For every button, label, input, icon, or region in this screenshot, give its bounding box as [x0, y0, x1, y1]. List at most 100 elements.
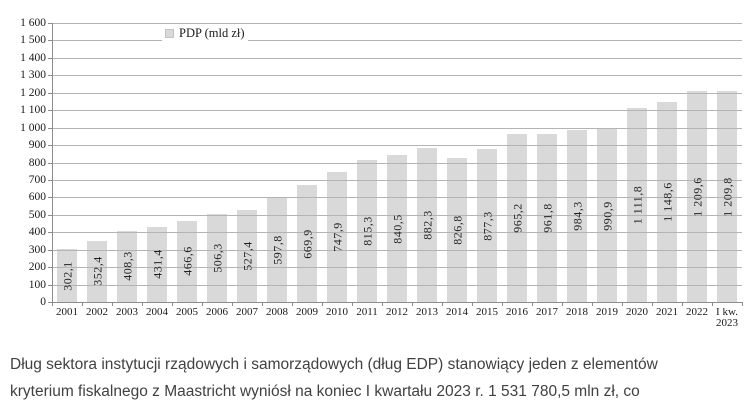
bar-value-label: 840,5: [390, 213, 404, 244]
gridline: [52, 267, 742, 269]
x-axis-tick: [472, 302, 473, 306]
x-axis-tick: [172, 302, 173, 306]
bar: [567, 130, 587, 302]
x-axis-tick: [622, 302, 623, 306]
x-axis-tick: [382, 302, 383, 306]
x-axis-tick: [352, 302, 353, 306]
bar-value-label: 466,6: [180, 246, 194, 277]
y-axis-label: 700: [28, 173, 46, 186]
x-axis-label: 2013: [416, 306, 438, 318]
x-axis-label: 2005: [176, 306, 198, 318]
bar: [447, 157, 467, 302]
y-axis-label: 1 600: [20, 17, 46, 29]
y-axis-tick: [48, 40, 52, 42]
x-axis-tick: [202, 302, 203, 306]
gridline: [52, 75, 742, 77]
y-axis-tick: [48, 75, 52, 77]
bar-value-label: 826,8: [450, 215, 464, 245]
bar: [417, 148, 437, 302]
gridline: [52, 127, 742, 129]
x-axis-tick: [592, 302, 593, 306]
bar-value-label: 1 209,6: [690, 176, 704, 217]
y-axis-tick: [48, 92, 52, 94]
bar: [537, 134, 557, 302]
x-axis-tick: [442, 302, 443, 306]
x-axis-tick: [652, 302, 653, 306]
bar: [507, 133, 527, 302]
bar: [657, 101, 677, 302]
bar-value-label: 990,9: [600, 200, 614, 231]
bar-value-label: 1 209,8: [720, 176, 734, 217]
x-axis: [52, 302, 742, 303]
y-axis-tick: [48, 145, 52, 147]
x-axis-tick: [532, 302, 533, 306]
x-axis-label: I kw. 2023: [716, 306, 738, 329]
gridline: [52, 23, 742, 24]
x-axis-label: 2009: [296, 306, 318, 318]
y-axis-label: 1 300: [20, 69, 46, 82]
bar: [297, 185, 317, 302]
y-axis-tick: [48, 249, 52, 251]
bar-value-label: 1 148,6: [660, 182, 674, 222]
y-axis-tick: [48, 302, 52, 303]
legend-swatch-icon: [165, 29, 174, 38]
x-axis-tick: [742, 302, 743, 306]
y-axis-label: 900: [28, 139, 46, 152]
bar-value-label: 984,3: [570, 201, 584, 231]
gridline: [52, 92, 742, 94]
x-axis-tick: [52, 302, 53, 306]
bar-value-label: 527,4: [240, 241, 254, 271]
x-axis-tick: [262, 302, 263, 306]
x-axis-label: 2022: [686, 306, 708, 318]
x-axis-label: 2006: [206, 306, 228, 318]
bar-value-label: 352,4: [90, 256, 104, 287]
bar-value-label: 408,3: [120, 251, 134, 282]
y-axis-tick: [48, 57, 52, 59]
gridline: [52, 145, 742, 147]
x-axis-tick: [562, 302, 563, 306]
x-axis-label: 2001: [56, 306, 78, 318]
x-axis-label: 2002: [86, 306, 108, 318]
y-axis-tick: [48, 267, 52, 269]
y-axis-label: 300: [28, 243, 46, 256]
y-axis-label: 500: [28, 208, 46, 221]
caption-line-1: Dług sektora instytucji rządowych i samo…: [10, 356, 658, 373]
bar-value-label: 431,4: [150, 249, 164, 280]
bar-value-label: 882,3: [420, 210, 434, 240]
caption-paragraph: Dług sektora instytucji rządowych i samo…: [10, 351, 750, 405]
bar-value-label: 877,3: [480, 210, 494, 241]
x-axis-label: 2008: [266, 306, 288, 318]
gridline: [52, 284, 742, 286]
bar: [477, 149, 497, 302]
y-axis-tick: [48, 232, 52, 234]
x-axis-label: 2010: [326, 306, 348, 318]
bar: [357, 159, 377, 302]
y-axis-tick: [48, 179, 52, 181]
bar: [717, 91, 737, 302]
x-axis-label: 2019: [596, 306, 618, 318]
legend-label: PDP (mld zł): [179, 26, 245, 40]
x-axis-label: 2015: [476, 306, 498, 318]
x-axis-tick: [112, 302, 113, 306]
bar-value-label: 302,1: [60, 260, 74, 291]
x-axis-label: 2020: [626, 306, 648, 318]
y-axis-label: 1 000: [20, 121, 46, 134]
bar: [147, 226, 167, 302]
bar-value-label: 965,2: [510, 203, 524, 233]
y-axis-label: 400: [28, 226, 46, 239]
gridline: [52, 214, 742, 216]
bar-value-label: 506,3: [210, 243, 224, 273]
y-axis-tick: [48, 197, 52, 199]
gridline: [52, 162, 742, 164]
y-axis-tick: [48, 162, 52, 164]
y-axis-label: 1 400: [20, 51, 46, 64]
x-axis-label: 2003: [116, 306, 138, 318]
gridline: [52, 57, 742, 59]
y-axis-label: 0: [40, 296, 46, 308]
y-axis-tick: [48, 23, 52, 24]
y-axis-tick: [48, 127, 52, 129]
x-axis-tick: [682, 302, 683, 306]
x-axis-label: 2016: [506, 306, 528, 318]
bar-value-label: 669,9: [300, 228, 314, 259]
